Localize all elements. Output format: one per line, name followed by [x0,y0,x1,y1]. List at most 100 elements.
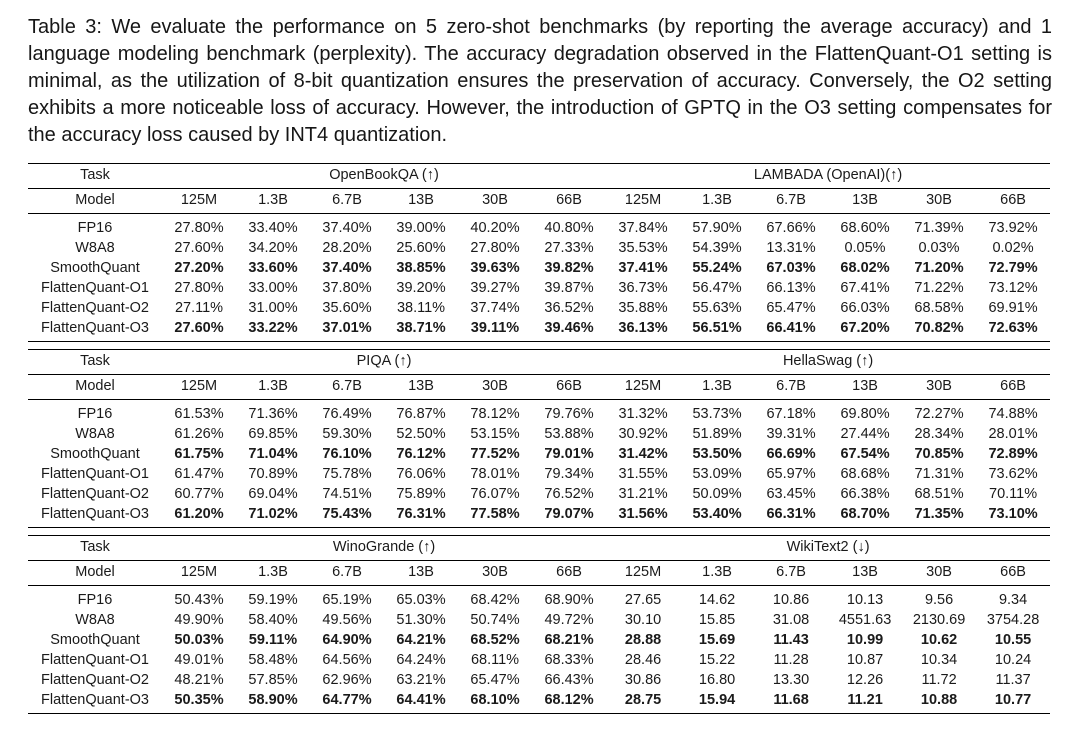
model-name: FP16 [77,220,113,236]
value-cell: 39.00% [396,220,446,236]
table-row-flattenquant-o3: FlattenQuant-O3 61.20% 71.02% 75.43% 76.31% 7… [28,504,1050,528]
model-size-header: 13B [384,560,458,586]
value-cell: 67.41% [840,280,890,296]
value-cell: 49.01% [174,652,224,668]
value-cell: 2130.69 [912,612,966,628]
value-cell: 70.82% [914,320,964,336]
value-cell: 11.43 [773,632,809,648]
value-cell: 37.40% [322,260,372,276]
value-cell: 70.89% [248,466,298,482]
model-size-header: 66B [976,188,1051,214]
value-cell: 28.34% [914,426,964,442]
benchmark-title-left: PIQA (↑) [162,349,607,375]
benchmark-table-3: Task WinoGrande (↑) WikiText2 (↓) Model 125M… [28,535,1051,714]
value-cell: 68.33% [544,652,594,668]
model-size-header: 1.3B [236,374,310,400]
value-cell: 27.60% [174,240,224,256]
value-cell: 67.03% [766,260,816,276]
value-cell: 72.89% [988,446,1038,462]
value-cell: 16.80 [698,672,736,688]
model-header-row: Model 125M 1.3B 6.7B 13B 30B 66B 125M 1.3B 6.7B 13… [28,560,1051,586]
model-name: SmoothQuant [50,260,140,276]
value-cell: 66.43% [544,672,594,688]
value-cell: 61.75% [174,446,224,462]
task-label: Task [28,349,162,375]
value-cell: 11.28 [773,652,809,668]
model-name: FlattenQuant-O1 [41,280,149,296]
value-cell: 68.12% [544,692,594,708]
value-cell: 34.20% [248,240,298,256]
value-cell: 37.84% [618,220,668,236]
task-header-row: Task OpenBookQA (↑) LAMBADA (OpenAI)(↑) [28,163,1051,189]
value-cell: 69.85% [248,426,298,442]
value-cell: 70.11% [989,486,1038,502]
value-cell: 62.96% [322,672,372,688]
value-cell: 53.15% [470,426,520,442]
model-size-header: 66B [532,188,607,214]
model-name: FP16 [77,592,113,608]
model-size-header: 13B [828,560,903,586]
value-cell: 10.99 [846,632,884,648]
value-cell: 78.12% [470,406,520,422]
table-row-flattenquant-o1: FlattenQuant-O1 27.80% 33.00% 37.80% 39.20% 3… [28,278,1050,298]
value-cell: 27.33% [544,240,594,256]
value-cell: 71.04% [248,446,298,462]
value-cell: 50.09% [692,486,742,502]
value-cell: 69.80% [840,406,890,422]
value-cell: 69.04% [248,486,298,502]
value-cell: 71.36% [248,406,298,422]
model-size-header: 66B [532,374,607,400]
model-size-header: 1.3B [236,188,310,214]
table-row-fp16: FP16 61.53% 71.36% 76.49% 76.87% 78.12% 79.76%… [28,400,1050,425]
value-cell: 56.47% [692,280,742,296]
model-name: FlattenQuant-O3 [41,692,149,708]
value-cell: 11.72 [921,672,957,688]
value-cell: 72.79% [988,260,1038,276]
value-cell: 72.27% [914,406,964,422]
model-header-row: Model 125M 1.3B 6.7B 13B 30B 66B 125M 1.3B 6.7B 13… [28,374,1051,400]
value-cell: 28.01% [988,426,1038,442]
model-size-header: 30B [902,374,977,400]
value-cell: 76.12% [396,446,446,462]
value-cell: 38.71% [396,320,446,336]
value-cell: 30.92% [618,426,668,442]
value-cell: 49.90% [174,612,224,628]
model-size-header: 125M [162,374,236,400]
model-name: FlattenQuant-O2 [41,300,149,316]
value-cell: 65.03% [396,592,446,608]
value-cell: 71.39% [914,220,964,236]
value-cell: 9.56 [924,592,954,608]
task-label: Task [28,535,162,561]
value-cell: 25.60% [396,240,446,256]
model-name: FP16 [77,406,113,422]
value-cell: 61.47% [174,466,224,482]
value-cell: 38.85% [396,260,446,276]
value-cell: 33.00% [248,280,298,296]
value-cell: 12.26 [846,672,884,688]
value-cell: 50.35% [174,692,224,708]
value-cell: 68.68% [840,466,890,482]
value-cell: 73.10% [988,506,1038,522]
model-size-header: 13B [828,188,903,214]
value-cell: 39.27% [470,280,520,296]
value-cell: 56.51% [692,320,742,336]
value-cell: 68.42% [470,592,520,608]
value-cell: 27.60% [174,320,224,336]
value-cell: 63.45% [766,486,816,502]
table-row-flattenquant-o3: FlattenQuant-O3 27.60% 33.22% 37.01% 38.71% 3… [28,318,1050,342]
value-cell: 64.41% [396,692,446,708]
value-cell: 53.88% [544,426,594,442]
value-cell: 76.06% [396,466,446,482]
model-size-header: 1.3B [680,188,755,214]
value-cell: 0.02% [992,240,1034,256]
value-cell: 75.89% [396,486,446,502]
value-cell: 36.52% [544,300,594,316]
table-row-w8a8: W8A8 61.26% 69.85% 59.30% 52.50% 53.15% 53.88%… [28,424,1050,444]
value-cell: 74.88% [988,406,1038,422]
model-size-header: 1.3B [680,374,755,400]
value-cell: 15.22 [698,652,736,668]
value-cell: 37.74% [470,300,520,316]
table-row-flattenquant-o1: FlattenQuant-O1 61.47% 70.89% 75.78% 76.06% 7… [28,464,1050,484]
value-cell: 60.77% [174,486,224,502]
model-name: FlattenQuant-O2 [41,672,149,688]
